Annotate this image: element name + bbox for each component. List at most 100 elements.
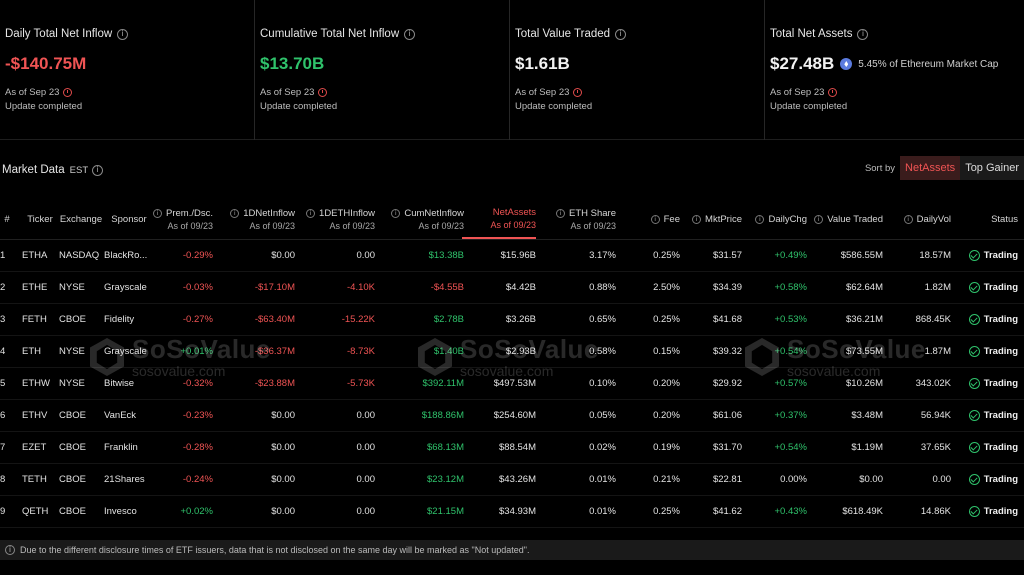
cell-net-assets: $254.60M — [493, 410, 536, 421]
col-cum-net-inflow-header[interactable]: i CumNetInflow As of 09/23 — [391, 200, 464, 239]
info-icon[interactable]: i — [755, 215, 765, 224]
info-icon[interactable]: i — [92, 164, 104, 176]
cell-index: 8 — [0, 474, 6, 485]
check-circle-icon — [968, 282, 980, 293]
cell-fee: 0.15% — [653, 346, 680, 357]
sort-top-gainer-button[interactable]: Top Gainer — [960, 156, 1024, 180]
ethereum-icon — [840, 58, 853, 70]
table-row[interactable]: 2 ETHE NYSE Grayscale -0.03% -$17.10M -4.10K -$… — [0, 272, 1024, 304]
cell-cum-net-inflow: $13.38B — [428, 250, 464, 261]
cell-fee: 0.20% — [653, 378, 680, 389]
col-net-assets-header[interactable]: NetAssets As of 09/23 — [462, 200, 536, 239]
cell-exchange: CBOE — [59, 474, 86, 485]
info-icon[interactable]: i — [153, 208, 163, 218]
table-row[interactable]: 3 FETH CBOE Fidelity -0.27% -$63.40M -15.22K $2… — [0, 304, 1024, 336]
info-icon[interactable]: i — [903, 215, 913, 224]
col-fee-header[interactable]: i Fee — [640, 200, 680, 239]
col-daily-chg-header[interactable]: i DailyChg — [752, 200, 807, 239]
stat-total-value-traded: Total Value Traded i $1.61B As of Sep 23 … — [510, 0, 765, 140]
cell-ticker[interactable]: ETH — [22, 346, 41, 357]
stat-label: Total Net Assets — [770, 28, 853, 40]
info-icon[interactable]: i — [117, 28, 129, 40]
cell-mkt-price: $39.32 — [712, 346, 742, 357]
col-value-traded-header[interactable]: i Value Traded — [814, 200, 883, 239]
cell-net-assets: $3.26B — [505, 314, 536, 325]
cell-ticker[interactable]: ETHW — [22, 378, 50, 389]
cell-ticker[interactable]: ETHA — [22, 250, 48, 261]
col-mkt-price-header[interactable]: i MktPrice — [690, 200, 742, 239]
cell-ticker[interactable]: ETHV — [22, 410, 48, 421]
as-of-date: As of Sep 23 — [770, 87, 825, 98]
stat-value: $13.70B — [260, 54, 325, 73]
as-of-date: As of Sep 23 — [515, 87, 570, 98]
cell-index: 6 — [0, 410, 6, 421]
col-ticker-header[interactable]: Ticker — [27, 214, 53, 225]
cell-daily-vol: 1.82M — [924, 282, 951, 293]
cell-1d-net-inflow: -$17.10M — [254, 282, 295, 293]
update-status: Update completed — [770, 101, 848, 112]
cell-eth-share: 3.17% — [589, 250, 616, 261]
cell-index: 4 — [0, 346, 6, 357]
info-icon[interactable]: i — [404, 28, 416, 40]
cell-ticker[interactable]: FETH — [22, 314, 47, 325]
cell-net-assets: $43.26M — [499, 474, 536, 485]
info-icon[interactable]: i — [650, 215, 660, 224]
cell-value-traded: $618.49K — [842, 506, 883, 517]
cell-prem-dsc: -0.32% — [182, 378, 213, 389]
col-eth-share-header[interactable]: i ETH Share As of 09/23 — [556, 200, 616, 239]
table-row[interactable]: 9 QETH CBOE Invesco +0.02% $0.00 0.00 $21.15M $3… — [0, 496, 1024, 528]
col-prem-header[interactable]: i Prem./Dsc. As of 09/23 — [150, 200, 213, 239]
cell-daily-vol: 37.65K — [920, 442, 951, 453]
cell-prem-dsc: +0.02% — [180, 506, 214, 517]
cell-fee: 0.20% — [653, 410, 680, 421]
cell-ticker[interactable]: TETH — [22, 474, 47, 485]
cell-1d-eth-inflow: 0.00 — [356, 506, 376, 517]
sort-control: Sort by NetAssets Top Gainer — [865, 156, 1024, 180]
col-sponsor-header[interactable]: Sponsor — [111, 214, 147, 225]
market-data-title: Market Data — [2, 164, 65, 176]
cell-exchange: NYSE — [59, 346, 85, 357]
cell-mkt-price: $34.39 — [712, 282, 742, 293]
info-icon[interactable]: i — [814, 215, 824, 224]
sort-netassets-button[interactable]: NetAssets — [900, 156, 961, 180]
table-row[interactable]: 4 ETH NYSE Grayscale +0.01% -$36.37M -8.73K $1.… — [0, 336, 1024, 368]
stat-cumulative-net-inflow: Cumulative Total Net Inflow i $13.70B As … — [255, 0, 510, 140]
cell-value-traded: $10.26M — [846, 378, 883, 389]
info-icon[interactable]: i — [230, 208, 240, 218]
table-row[interactable]: 1 ETHA NASDAQ BlackRo... -0.29% $0.00 0.00 $13.… — [0, 240, 1024, 272]
cell-eth-share: 0.05% — [589, 410, 616, 421]
cell-cum-net-inflow: $392.11M — [422, 378, 464, 389]
cell-ticker[interactable]: ETHE — [22, 282, 48, 293]
cell-index: 2 — [0, 282, 6, 293]
col-1d-net-inflow-header[interactable]: i 1DNetInflow As of 09/23 — [228, 200, 295, 239]
table-row[interactable]: 8 TETH CBOE 21Shares -0.24% $0.00 0.00 $23.12M $… — [0, 464, 1024, 496]
status-text: Trading — [983, 506, 1018, 517]
cell-daily-chg: +0.43% — [774, 506, 808, 517]
info-icon[interactable]: i — [692, 215, 702, 224]
cell-eth-share: 0.10% — [589, 378, 616, 389]
cell-1d-net-inflow: -$63.40M — [254, 314, 295, 325]
clock-icon — [828, 88, 838, 97]
stat-daily-net-inflow: Daily Total Net Inflow i -$140.75M As of … — [0, 0, 255, 140]
cell-mkt-price: $29.92 — [712, 378, 742, 389]
col-1d-eth-inflow-header[interactable]: i 1DETHInflow As of 09/23 — [305, 200, 375, 239]
cell-ticker[interactable]: EZET — [22, 442, 47, 453]
info-icon[interactable]: i — [306, 208, 316, 218]
info-icon[interactable]: i — [391, 208, 401, 218]
cell-prem-dsc: -0.29% — [182, 250, 213, 261]
check-circle-icon — [968, 314, 980, 325]
col-daily-vol-header[interactable]: i DailyVol — [895, 200, 951, 239]
cell-prem-dsc: -0.03% — [182, 282, 213, 293]
info-icon[interactable]: i — [857, 28, 869, 40]
col-exchange-header[interactable]: Exchange — [59, 214, 103, 225]
check-circle-icon — [968, 506, 980, 517]
info-icon[interactable]: i — [556, 208, 565, 218]
table-row[interactable]: 6 ETHV CBOE VanEck -0.23% $0.00 0.00 $188.86M $2… — [0, 400, 1024, 432]
cell-ticker[interactable]: QETH — [22, 506, 49, 517]
check-circle-icon — [968, 378, 980, 389]
table-row[interactable]: 7 EZET CBOE Franklin -0.28% $0.00 0.00 $68.13M $… — [0, 432, 1024, 464]
stat-label: Cumulative Total Net Inflow — [260, 28, 400, 40]
cell-value-traded: $0.00 — [859, 474, 883, 485]
info-icon[interactable]: i — [615, 28, 627, 40]
table-row[interactable]: 5 ETHW NYSE Bitwise -0.32% -$23.88M -5.73K $392… — [0, 368, 1024, 400]
